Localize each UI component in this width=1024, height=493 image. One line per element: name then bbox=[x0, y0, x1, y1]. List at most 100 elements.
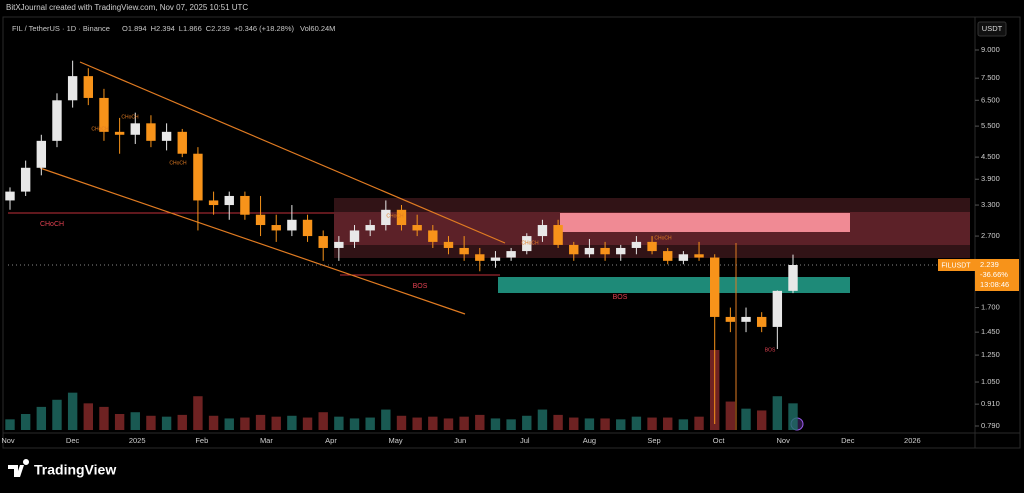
y-tick-label: 1.250 bbox=[981, 350, 1000, 359]
y-tick-label: 1.050 bbox=[981, 377, 1000, 386]
ohlc-value: L1.866 bbox=[179, 24, 202, 33]
candle-body bbox=[428, 230, 438, 242]
annotation: CHoCH bbox=[169, 160, 187, 166]
currency[interactable]: USDT bbox=[982, 24, 1003, 33]
volume-bar bbox=[694, 416, 704, 430]
candle-body bbox=[349, 230, 360, 242]
candle-body bbox=[710, 257, 720, 317]
credit: BitXJournal created with TradingView.com… bbox=[6, 3, 248, 12]
candle-body bbox=[302, 219, 313, 237]
trendline bbox=[39, 167, 466, 315]
volume-bar bbox=[83, 403, 93, 430]
volume-bar bbox=[255, 414, 266, 430]
candle-body bbox=[756, 316, 767, 327]
volume-bar bbox=[412, 417, 422, 430]
candle-body bbox=[146, 123, 156, 141]
volume-bar bbox=[381, 409, 391, 430]
x-tick-label: May bbox=[389, 436, 403, 445]
x-tick-label: Sep bbox=[647, 436, 660, 445]
candle-body bbox=[396, 209, 407, 226]
candle-body bbox=[208, 200, 219, 206]
candle-body bbox=[631, 241, 642, 248]
symbol: FIL / TetherUS · 1D · Binance bbox=[12, 24, 110, 33]
x-tick-label: Aug bbox=[583, 436, 596, 445]
candle-body bbox=[20, 167, 31, 192]
candle-body bbox=[584, 247, 595, 255]
y-tick-label: 1.450 bbox=[981, 327, 1000, 336]
volume-bar bbox=[193, 396, 203, 430]
header: BitXJournal created with TradingView.com… bbox=[6, 3, 248, 12]
volume-bar bbox=[365, 417, 375, 430]
price-tag: FILUSDT 2.239 -36.66% 13:08:46 bbox=[938, 259, 1019, 291]
volume-bar bbox=[67, 392, 78, 430]
volume-bar bbox=[318, 412, 328, 430]
candle-body bbox=[334, 241, 344, 248]
ohlc-legend: O1.894 H2.394 L1.866 C2.239 +0.346 (+18.28%) bbox=[122, 24, 294, 33]
y-tick-label: 3.300 bbox=[981, 200, 1000, 209]
brand: TradingView bbox=[34, 462, 116, 478]
demand-zone bbox=[498, 277, 850, 293]
currency-button[interactable] bbox=[977, 21, 1007, 37]
volume-bar bbox=[490, 418, 501, 430]
y-tick-label: 5.500 bbox=[981, 121, 1000, 130]
y-tick-label: 3.900 bbox=[981, 174, 1000, 183]
x-tick-label: Nov bbox=[1, 436, 15, 445]
candle-body bbox=[490, 257, 501, 261]
volume-bar bbox=[506, 419, 516, 430]
volume-bar bbox=[459, 416, 469, 430]
volume-bar bbox=[663, 417, 673, 430]
volume-bar bbox=[334, 416, 344, 430]
volume-bar bbox=[130, 412, 140, 430]
y-tick-label: 6.500 bbox=[981, 95, 1000, 104]
volume-bar bbox=[114, 414, 125, 430]
y-tick-label: 2.700 bbox=[981, 231, 1000, 240]
candle-body bbox=[365, 225, 375, 231]
candle-body bbox=[537, 225, 548, 237]
x-tick-label: Jun bbox=[454, 436, 466, 445]
candle-body bbox=[240, 195, 250, 215]
candle-body bbox=[741, 316, 751, 322]
candle-body bbox=[224, 195, 234, 206]
volume-bar bbox=[52, 399, 62, 430]
candle-body bbox=[788, 265, 798, 291]
candle-body bbox=[287, 219, 297, 231]
tag-symbol-bg bbox=[938, 259, 975, 271]
y-tick-label: 4.500 bbox=[981, 152, 1000, 161]
candle-body bbox=[161, 131, 172, 141]
volume-bar bbox=[553, 414, 563, 430]
annotation: CHoCH bbox=[521, 240, 539, 246]
volume-bar bbox=[788, 403, 798, 430]
candle-body bbox=[114, 131, 125, 135]
x-tick-label: Oct bbox=[713, 436, 726, 445]
volume-bar bbox=[772, 396, 783, 430]
x-tick-label: Nov bbox=[777, 436, 791, 445]
candle-body bbox=[193, 153, 203, 201]
volume-bar bbox=[396, 415, 407, 430]
volume-bar bbox=[756, 410, 767, 430]
candle-body bbox=[647, 241, 657, 252]
candle-body bbox=[5, 191, 15, 201]
volume-bar bbox=[616, 419, 626, 430]
volume-bar bbox=[741, 408, 751, 430]
candle-body bbox=[694, 254, 704, 258]
volume-bar bbox=[678, 419, 689, 430]
x-tick-label: Dec bbox=[66, 436, 80, 445]
tag-bg bbox=[975, 259, 1019, 291]
candle-body bbox=[772, 290, 783, 327]
chart-frame bbox=[2, 16, 1021, 449]
ohlc-value: O1.894 bbox=[122, 24, 147, 33]
annotation: CHoCH bbox=[386, 213, 404, 219]
volume-bar bbox=[287, 415, 297, 430]
tag-change: -36.66% bbox=[980, 270, 1008, 279]
volume-bar bbox=[584, 418, 595, 430]
volume-bar bbox=[161, 416, 172, 430]
volume-bar bbox=[20, 414, 31, 430]
volume-label: Vol60.24M bbox=[300, 24, 335, 33]
x-tick-label: Dec bbox=[841, 436, 855, 445]
candle-body bbox=[130, 123, 140, 135]
volume-bar bbox=[647, 417, 657, 430]
x-tick-label: 2026 bbox=[904, 436, 921, 445]
volume-bar bbox=[224, 418, 234, 430]
